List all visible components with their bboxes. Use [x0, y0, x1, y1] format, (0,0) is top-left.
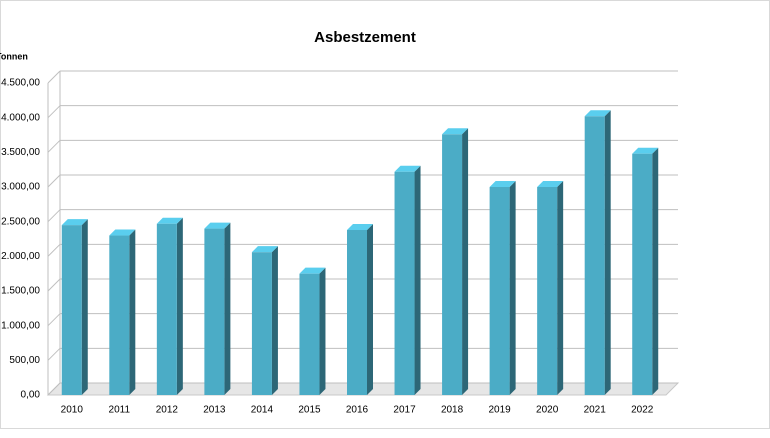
- y-tick-label: 0,00: [21, 390, 41, 401]
- bar-side: [557, 181, 564, 395]
- bar-top: [394, 165, 421, 172]
- x-tick-label: 2011: [109, 405, 131, 416]
- bar-side: [462, 128, 469, 395]
- bar-top: [156, 217, 183, 224]
- x-tick-label: 2022: [631, 405, 654, 416]
- bar-top: [299, 267, 326, 274]
- grid-diagonal: [47, 105, 61, 119]
- bar-top: [537, 181, 564, 187]
- bar-side: [81, 219, 88, 395]
- bar: [204, 228, 225, 395]
- bar-top: [109, 229, 136, 236]
- x-tick-label: 2012: [156, 405, 179, 416]
- bar-top: [442, 128, 469, 135]
- x-tick-label: 2021: [584, 405, 607, 416]
- grid-diagonal: [47, 139, 61, 153]
- bar: [299, 273, 320, 395]
- grid-diagonal: [47, 313, 61, 327]
- grid-diagonal: [47, 278, 61, 292]
- grid-diagonal: [47, 174, 61, 188]
- x-tick-label: 2017: [393, 405, 416, 416]
- chart-title: Asbestzement: [314, 29, 416, 46]
- bar: [347, 229, 367, 395]
- bar-side: [129, 229, 136, 395]
- y-tick-label: 3.500,00: [1, 147, 40, 158]
- bar: [61, 225, 82, 395]
- bar-side: [652, 147, 659, 395]
- bar-top: [251, 246, 278, 253]
- bar-top: [632, 147, 659, 154]
- bar-side: [604, 110, 611, 395]
- bar: [537, 187, 558, 395]
- bar-side: [319, 267, 326, 395]
- y-tick-label: 3.000,00: [1, 182, 40, 193]
- bar-side: [224, 222, 231, 395]
- bar-side: [367, 223, 373, 395]
- bar: [251, 252, 272, 395]
- bar: [156, 223, 177, 395]
- x-tick-label: 2014: [251, 405, 274, 416]
- x-tick-label: 2018: [441, 405, 464, 416]
- y-tick-label: 1.000,00: [1, 320, 40, 331]
- grid-diagonal: [47, 382, 61, 396]
- bar-top: [489, 181, 516, 187]
- x-tick-label: 2010: [61, 405, 84, 416]
- bar-side: [509, 181, 516, 395]
- bar: [632, 153, 653, 395]
- bar: [584, 116, 605, 395]
- bar-side: [271, 246, 278, 395]
- bar-top: [347, 223, 373, 230]
- bar: [442, 134, 463, 395]
- x-tick-label: 2015: [298, 405, 321, 416]
- bar: [394, 171, 415, 395]
- bar-top: [204, 222, 231, 229]
- grid-diagonal: [47, 209, 61, 223]
- bar: [109, 235, 130, 395]
- y-tick-label: 4.500,00: [1, 78, 40, 89]
- y-tick-label: 2.500,00: [1, 216, 40, 227]
- bar-side: [414, 165, 421, 395]
- grid-diagonal: [47, 347, 61, 361]
- bar: [489, 187, 510, 395]
- bar-top: [61, 219, 88, 226]
- x-tick-label: 2013: [203, 405, 226, 416]
- y-axis-label: Tonnen: [0, 51, 28, 61]
- bar-side: [176, 217, 183, 395]
- x-tick-label: 2016: [346, 405, 369, 416]
- x-tick-label: 2019: [488, 405, 511, 416]
- grid-diagonal: [47, 243, 61, 257]
- bar-top: [584, 110, 611, 117]
- x-tick-label: 2020: [536, 405, 559, 416]
- y-tick-label: 500,00: [9, 355, 40, 366]
- y-tick-label: 1.500,00: [1, 286, 40, 297]
- grid-diagonal: [47, 70, 61, 84]
- y-tick-label: 4.000,00: [1, 112, 40, 123]
- y-tick-label: 2.000,00: [1, 251, 40, 262]
